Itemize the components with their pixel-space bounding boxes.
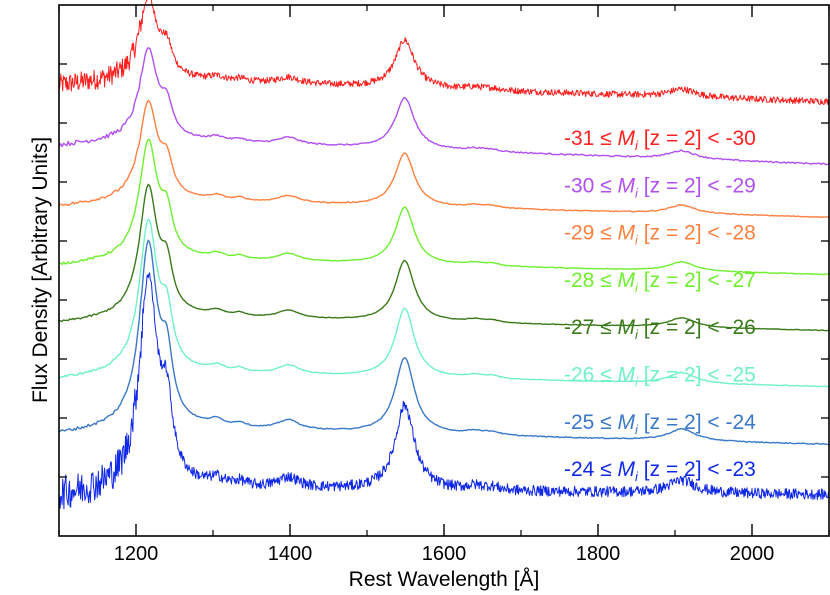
x-tick-label-1800: 1800 bbox=[576, 543, 621, 565]
legend-label-4: -28 ≤ Mi [z = 2] < -27 bbox=[564, 269, 756, 295]
y-axis-title: Flux Density [Arbitrary Units] bbox=[29, 137, 52, 403]
spectrum-line-8 bbox=[58, 272, 830, 510]
legend-label-8: -24 ≤ Mi [z = 2] < -23 bbox=[564, 458, 756, 484]
x-axis-title: Rest Wavelength [Å] bbox=[349, 568, 540, 591]
spectrum-line-6 bbox=[58, 218, 830, 388]
legend-label-6: -26 ≤ Mi [z = 2] < -25 bbox=[564, 364, 756, 390]
x-tick-label-2000: 2000 bbox=[730, 543, 775, 565]
legend-label-2: -30 ≤ Mi [z = 2] < -29 bbox=[564, 174, 756, 200]
spectrum-line-7 bbox=[58, 239, 830, 446]
spectrum-line-2 bbox=[58, 47, 830, 166]
legend-label-1: -31 ≤ Mi [z = 2] < -30 bbox=[564, 127, 756, 153]
legend-label-5: -27 ≤ Mi [z = 2] < -26 bbox=[564, 316, 756, 342]
x-tick-label-1600: 1600 bbox=[422, 543, 467, 565]
x-axis-ticks: 1200 1400 1600 1800 2000 bbox=[58, 5, 830, 565]
legend-group: -31 ≤ Mi [z = 2] < -30 -30 ≤ Mi [z = 2] <… bbox=[564, 127, 756, 484]
y-axis-ticks bbox=[59, 63, 829, 478]
spectrum-line-1 bbox=[58, 0, 830, 105]
spectrum-line-5 bbox=[58, 183, 830, 332]
legend-label-7: -25 ≤ Mi [z = 2] < -24 bbox=[564, 411, 756, 437]
spectrum-line-4 bbox=[58, 138, 830, 276]
x-tick-label-1400: 1400 bbox=[268, 543, 313, 565]
spectrum-line-3 bbox=[58, 99, 830, 219]
legend-label-3: -29 ≤ Mi [z = 2] < -28 bbox=[564, 222, 756, 248]
plot-series-group bbox=[58, 0, 830, 510]
x-tick-label-1200: 1200 bbox=[114, 543, 159, 565]
